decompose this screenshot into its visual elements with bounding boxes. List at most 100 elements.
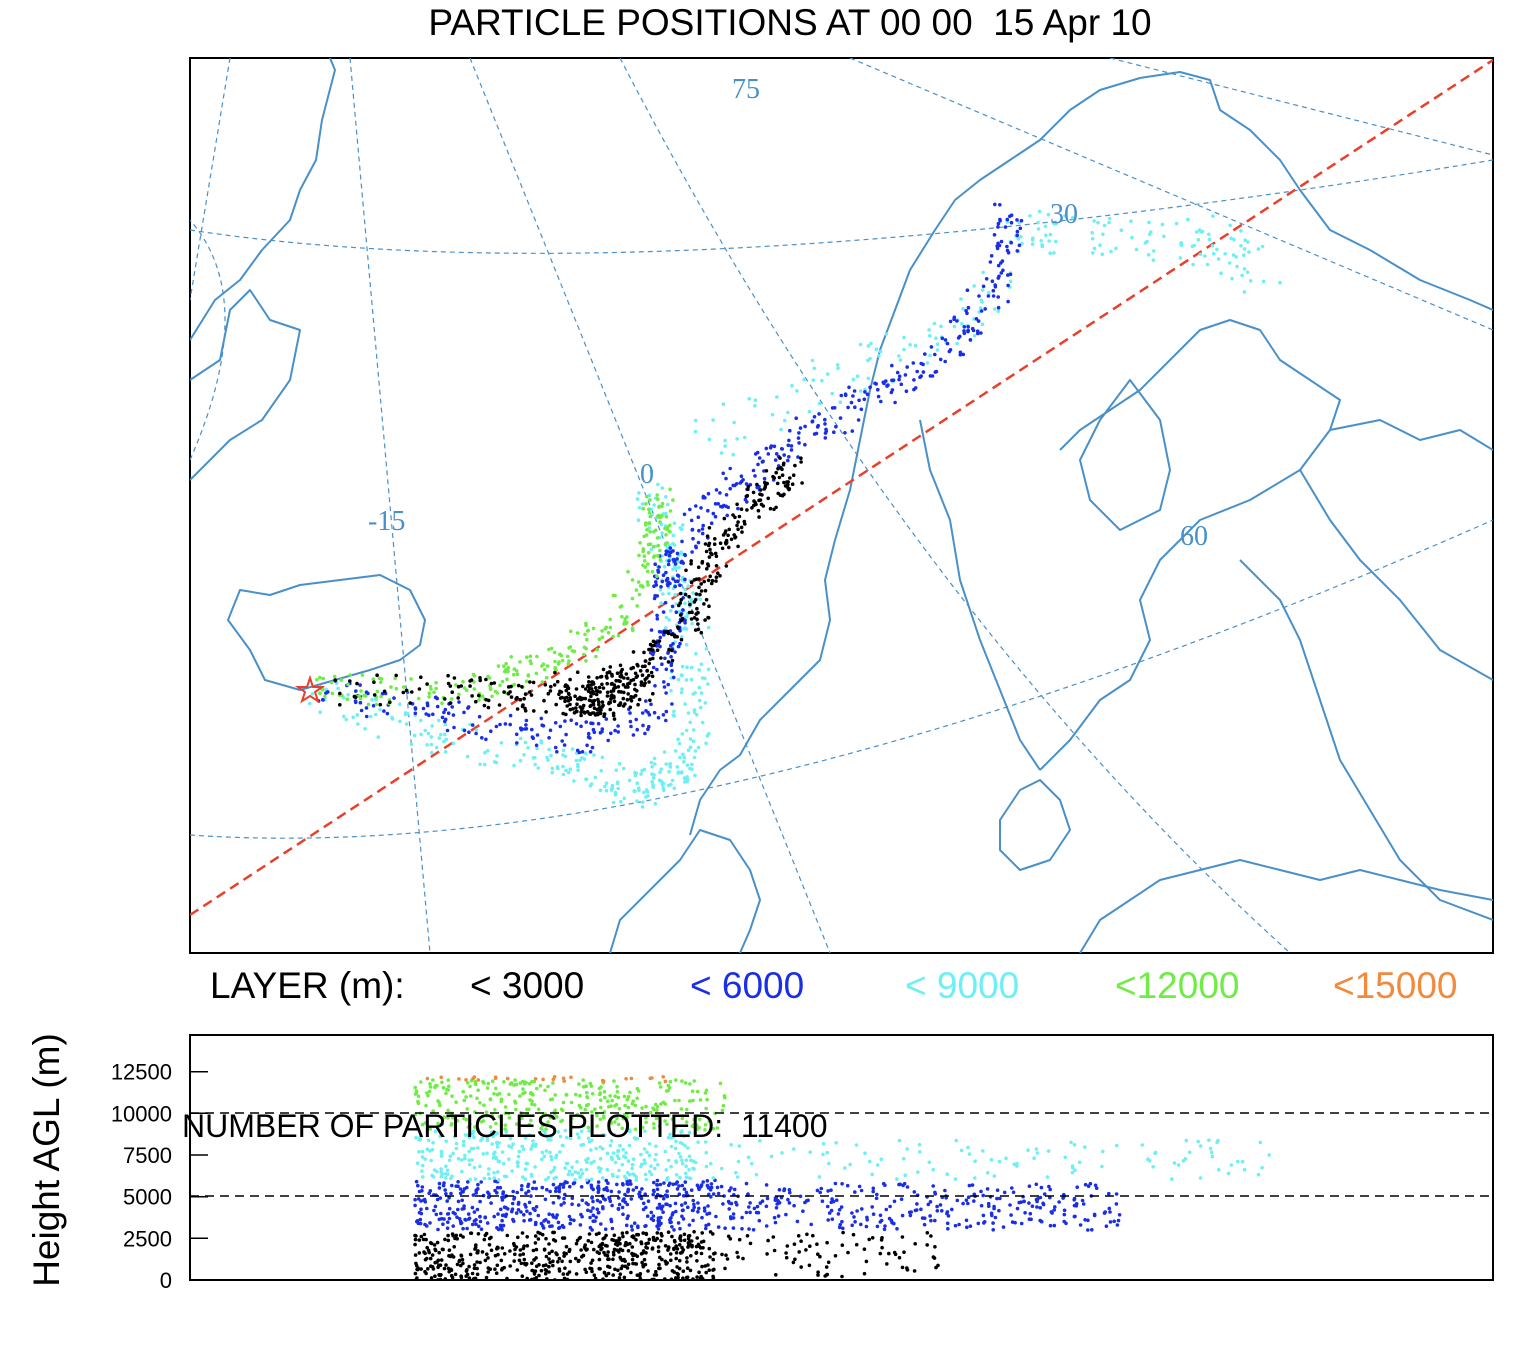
profile-point bbox=[460, 1198, 465, 1203]
plume-particle bbox=[545, 664, 550, 668]
profile-point bbox=[622, 1197, 626, 1201]
plume-particle bbox=[515, 707, 520, 711]
profile-point bbox=[473, 1276, 478, 1280]
plume-particle bbox=[649, 507, 654, 512]
profile-point bbox=[680, 1129, 684, 1133]
chart-title: PARTICLE POSITIONS AT 00 00 15 Apr 10 bbox=[428, 2, 1152, 43]
profile-point bbox=[454, 1146, 459, 1151]
profile-point bbox=[650, 1247, 655, 1251]
plume-particle bbox=[611, 800, 616, 805]
profile-point bbox=[609, 1189, 614, 1194]
profile-point bbox=[414, 1234, 418, 1238]
plume-particle bbox=[738, 481, 743, 485]
plume-particle bbox=[397, 702, 402, 706]
plume-particle bbox=[706, 543, 711, 548]
profile-point bbox=[689, 1188, 694, 1192]
profile-point bbox=[413, 1203, 417, 1208]
profile-point bbox=[674, 1173, 679, 1177]
plume-particle bbox=[429, 687, 433, 691]
profile-point bbox=[784, 1255, 789, 1260]
profile-point bbox=[496, 1212, 500, 1216]
plume-particle bbox=[902, 335, 906, 340]
profile-point bbox=[532, 1258, 536, 1262]
profile-point bbox=[662, 1181, 666, 1185]
profile-point bbox=[586, 1125, 591, 1130]
plume-particle bbox=[662, 564, 667, 569]
profile-point bbox=[437, 1263, 441, 1268]
profile-point bbox=[523, 1262, 527, 1266]
profile-point bbox=[792, 1203, 796, 1208]
plume-particle bbox=[696, 515, 701, 519]
profile-point bbox=[622, 1257, 626, 1262]
profile-point bbox=[931, 1167, 935, 1172]
profile-point bbox=[572, 1181, 577, 1185]
plume-particle bbox=[725, 513, 729, 518]
plume-particle bbox=[523, 706, 527, 711]
profile-point bbox=[428, 1085, 433, 1089]
plume-particle bbox=[497, 703, 502, 707]
plume-particle bbox=[675, 551, 680, 556]
profile-point bbox=[420, 1149, 425, 1154]
plume-particle bbox=[560, 739, 564, 743]
profile-point bbox=[1045, 1175, 1050, 1179]
profile-point bbox=[522, 1147, 526, 1151]
profile-point bbox=[615, 1248, 619, 1252]
profile-point bbox=[912, 1190, 917, 1194]
profile-point bbox=[664, 1168, 668, 1172]
profile-point bbox=[431, 1109, 435, 1113]
profile-point bbox=[721, 1202, 725, 1206]
plume-particle bbox=[667, 559, 671, 563]
profile-point bbox=[527, 1218, 532, 1222]
plume-particle bbox=[1260, 244, 1265, 249]
profile-point bbox=[943, 1188, 947, 1193]
plume-particle bbox=[648, 698, 652, 703]
plume-particle bbox=[762, 476, 767, 481]
profile-point bbox=[785, 1244, 790, 1248]
profile-point bbox=[436, 1099, 440, 1103]
plume-particle bbox=[516, 683, 521, 688]
profile-point bbox=[608, 1199, 613, 1203]
profile-point bbox=[669, 1164, 673, 1169]
profile-point bbox=[510, 1201, 515, 1206]
profile-point bbox=[1115, 1143, 1119, 1148]
profile-point bbox=[550, 1097, 555, 1101]
profile-point bbox=[684, 1120, 689, 1124]
profile-point bbox=[747, 1227, 751, 1231]
plume-particle bbox=[544, 675, 549, 680]
plume-particle bbox=[355, 713, 360, 717]
plume-particle bbox=[1052, 251, 1056, 255]
plume-particle bbox=[838, 400, 843, 405]
profile-point bbox=[748, 1201, 752, 1205]
profile-point bbox=[419, 1211, 424, 1216]
profile-point bbox=[641, 1125, 645, 1130]
plume-particle bbox=[688, 507, 692, 512]
profile-point bbox=[668, 1132, 672, 1137]
profile-point bbox=[685, 1260, 689, 1264]
profile-point bbox=[485, 1086, 490, 1090]
profile-point bbox=[588, 1081, 593, 1086]
profile-point bbox=[563, 1128, 568, 1133]
plume-particle bbox=[563, 699, 567, 703]
profile-point bbox=[1052, 1223, 1057, 1228]
profile-point bbox=[1083, 1182, 1088, 1187]
profile-point bbox=[747, 1205, 751, 1209]
plume-particle bbox=[483, 750, 487, 755]
plume-particle bbox=[698, 597, 703, 602]
plume-particle bbox=[655, 617, 660, 621]
profile-point bbox=[429, 1158, 434, 1163]
plume-particle bbox=[561, 772, 566, 777]
profile-point bbox=[626, 1262, 631, 1267]
profile-point bbox=[700, 1231, 704, 1235]
profile-point bbox=[720, 1252, 724, 1257]
profile-points bbox=[413, 1075, 1271, 1280]
plume-particle bbox=[568, 645, 573, 649]
profile-point bbox=[734, 1170, 738, 1175]
profile-point bbox=[655, 1183, 660, 1187]
profile-point bbox=[685, 1266, 690, 1270]
profile-point bbox=[468, 1084, 472, 1089]
profile-point bbox=[592, 1273, 597, 1277]
plume-particle bbox=[1009, 213, 1014, 217]
profile-point bbox=[728, 1237, 733, 1241]
profile-point bbox=[621, 1234, 625, 1239]
plume-particle bbox=[637, 506, 642, 510]
